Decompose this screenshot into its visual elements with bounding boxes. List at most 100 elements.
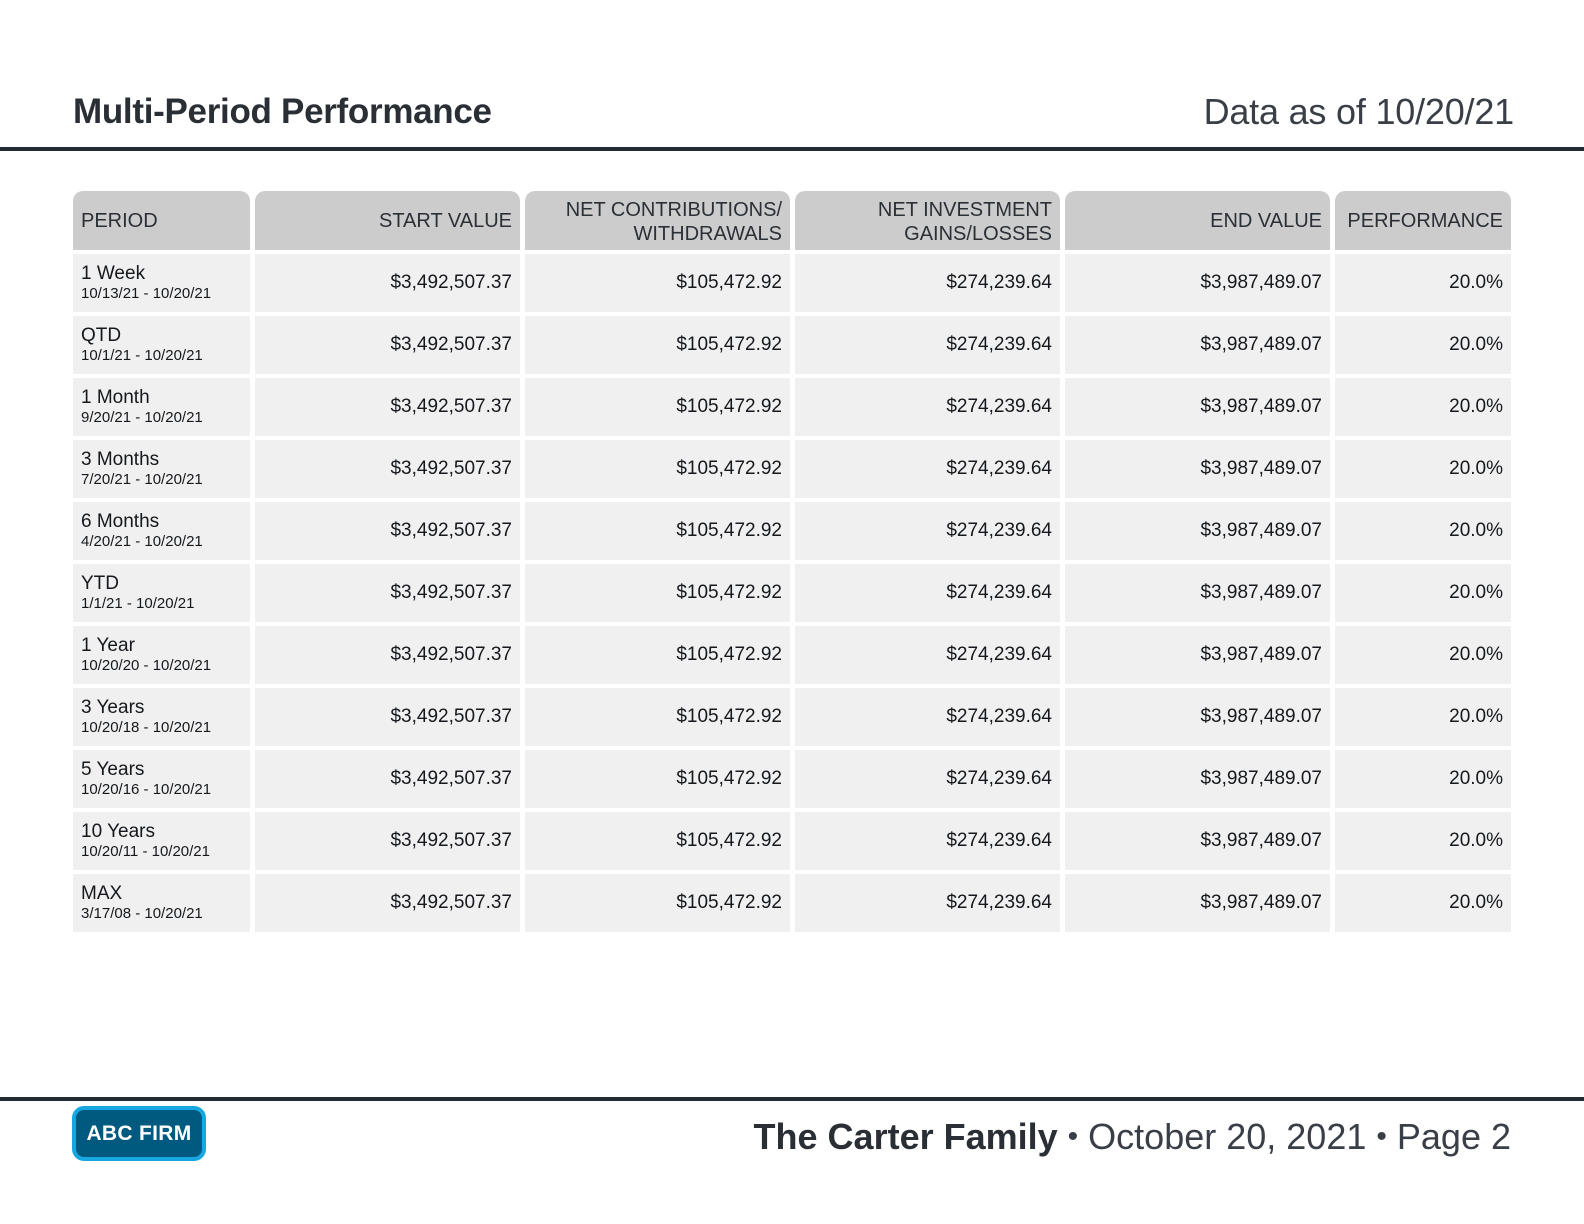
column-header-period: PERIOD: [73, 191, 250, 250]
net-contributions-cell: $105,472.92: [525, 812, 790, 870]
net-contributions-cell: $105,472.92: [525, 502, 790, 560]
column-header-performance: PERFORMANCE: [1335, 191, 1511, 250]
page-title: Multi-Period Performance: [73, 92, 492, 131]
start-value-cell: $3,492,507.37: [255, 564, 520, 622]
period-name: MAX: [81, 883, 123, 904]
net-investment-cell: $274,239.64: [795, 502, 1060, 560]
period-name: YTD: [81, 573, 119, 594]
performance-cell: 20.0%: [1335, 750, 1511, 808]
performance-cell: 20.0%: [1335, 378, 1511, 436]
period-cell: 10 Years 10/20/11 - 10/20/21: [73, 812, 250, 870]
footer-separator: •: [1067, 1120, 1079, 1153]
page-footer: The Carter Family • October 20, 2021 • P…: [754, 1114, 1511, 1160]
header-divider: [0, 147, 1584, 151]
end-value-cell: $3,987,489.07: [1065, 440, 1330, 498]
performance-cell: 20.0%: [1335, 502, 1511, 560]
net-investment-cell: $274,239.64: [795, 688, 1060, 746]
start-value-cell: $3,492,507.37: [255, 254, 520, 312]
start-value-cell: $3,492,507.37: [255, 440, 520, 498]
period-name: 10 Years: [81, 821, 155, 842]
period-name: 5 Years: [81, 759, 145, 780]
end-value-cell: $3,987,489.07: [1065, 688, 1330, 746]
period-name: 3 Years: [81, 697, 145, 718]
end-value-cell: $3,987,489.07: [1065, 874, 1330, 932]
net-contributions-cell: $105,472.92: [525, 688, 790, 746]
period-name: QTD: [81, 325, 122, 346]
performance-cell: 20.0%: [1335, 316, 1511, 374]
net-contributions-cell: $105,472.92: [525, 750, 790, 808]
start-value-cell: $3,492,507.37: [255, 874, 520, 932]
period-name: 6 Months: [81, 511, 160, 532]
net-investment-cell: $274,239.64: [795, 874, 1060, 932]
performance-table: PERIOD START VALUE NET CONTRIBUTIONS/WIT…: [73, 191, 1511, 932]
period-date-range: 4/20/21 - 10/20/21: [81, 533, 203, 550]
performance-cell: 20.0%: [1335, 626, 1511, 684]
end-value-cell: $3,987,489.07: [1065, 812, 1330, 870]
page-number: Page 2: [1396, 1116, 1511, 1157]
footer-separator: •: [1376, 1120, 1387, 1153]
period-name: 1 Month: [81, 387, 150, 408]
period-cell: QTD 10/1/21 - 10/20/21: [73, 316, 250, 374]
period-cell: 1 Year 10/20/20 - 10/20/21: [73, 626, 250, 684]
end-value-cell: $3,987,489.07: [1065, 564, 1330, 622]
footer-divider: [0, 1097, 1584, 1101]
start-value-cell: $3,492,507.37: [255, 626, 520, 684]
net-investment-cell: $274,239.64: [795, 750, 1060, 808]
report-date: October 20, 2021: [1088, 1116, 1367, 1157]
net-investment-cell: $274,239.64: [795, 626, 1060, 684]
period-date-range: 3/17/08 - 10/20/21: [81, 905, 203, 922]
net-contributions-cell: $105,472.92: [525, 378, 790, 436]
period-date-range: 10/20/18 - 10/20/21: [81, 719, 212, 736]
period-name: 3 Months: [81, 449, 160, 470]
start-value-cell: $3,492,507.37: [255, 812, 520, 870]
net-investment-cell: $274,239.64: [795, 564, 1060, 622]
end-value-cell: $3,987,489.07: [1065, 750, 1330, 808]
performance-cell: 20.0%: [1335, 688, 1511, 746]
performance-cell: 20.0%: [1335, 440, 1511, 498]
performance-cell: 20.0%: [1335, 812, 1511, 870]
period-cell: 3 Years 10/20/18 - 10/20/21: [73, 688, 250, 746]
start-value-cell: $3,492,507.37: [255, 750, 520, 808]
period-cell: 6 Months 4/20/21 - 10/20/21: [73, 502, 250, 560]
period-cell: MAX 3/17/08 - 10/20/21: [73, 874, 250, 932]
period-date-range: 1/1/21 - 10/20/21: [81, 595, 195, 612]
performance-cell: 20.0%: [1335, 564, 1511, 622]
net-investment-cell: $274,239.64: [795, 440, 1060, 498]
net-contributions-cell: $105,472.92: [525, 254, 790, 312]
period-date-range: 10/20/11 - 10/20/21: [81, 843, 210, 860]
net-investment-cell: $274,239.64: [795, 812, 1060, 870]
end-value-cell: $3,987,489.07: [1065, 502, 1330, 560]
period-date-range: 10/1/21 - 10/20/21: [81, 347, 203, 364]
end-value-cell: $3,987,489.07: [1065, 316, 1330, 374]
start-value-cell: $3,492,507.37: [255, 688, 520, 746]
end-value-cell: $3,987,489.07: [1065, 626, 1330, 684]
column-header-net-investment: NET INVESTMENT GAINS/LOSSES: [795, 191, 1060, 250]
period-cell: 1 Week 10/13/21 - 10/20/21: [73, 254, 250, 312]
column-header-start-value: START VALUE: [255, 191, 520, 250]
net-contributions-cell: $105,472.92: [525, 316, 790, 374]
data-as-of: Data as of 10/20/21: [1203, 91, 1515, 132]
end-value-cell: $3,987,489.07: [1065, 254, 1330, 312]
net-contributions-cell: $105,472.92: [525, 874, 790, 932]
end-value-cell: $3,987,489.07: [1065, 378, 1330, 436]
column-header-end-value: END VALUE: [1065, 191, 1330, 250]
net-contributions-cell: $105,472.92: [525, 626, 790, 684]
start-value-cell: $3,492,507.37: [255, 378, 520, 436]
period-date-range: 10/20/20 - 10/20/21: [81, 657, 212, 674]
column-header-net-contributions: NET CONTRIBUTIONS/WITHDRAWALS: [525, 191, 790, 250]
net-investment-cell: $274,239.64: [795, 254, 1060, 312]
start-value-cell: $3,492,507.37: [255, 502, 520, 560]
performance-cell: 20.0%: [1335, 254, 1511, 312]
net-contributions-cell: $105,472.92: [525, 440, 790, 498]
period-cell: 3 Months 7/20/21 - 10/20/21: [73, 440, 250, 498]
period-date-range: 10/20/16 - 10/20/21: [81, 781, 212, 798]
period-cell: 1 Month 9/20/21 - 10/20/21: [73, 378, 250, 436]
period-date-range: 7/20/21 - 10/20/21: [81, 471, 203, 488]
period-cell: 5 Years 10/20/16 - 10/20/21: [73, 750, 250, 808]
net-investment-cell: $274,239.64: [795, 316, 1060, 374]
start-value-cell: $3,492,507.37: [255, 316, 520, 374]
page-header: Multi-Period Performance Data as of 10/2…: [73, 88, 1514, 136]
performance-cell: 20.0%: [1335, 874, 1511, 932]
period-date-range: 9/20/21 - 10/20/21: [81, 409, 203, 426]
period-name: 1 Year: [81, 635, 135, 656]
